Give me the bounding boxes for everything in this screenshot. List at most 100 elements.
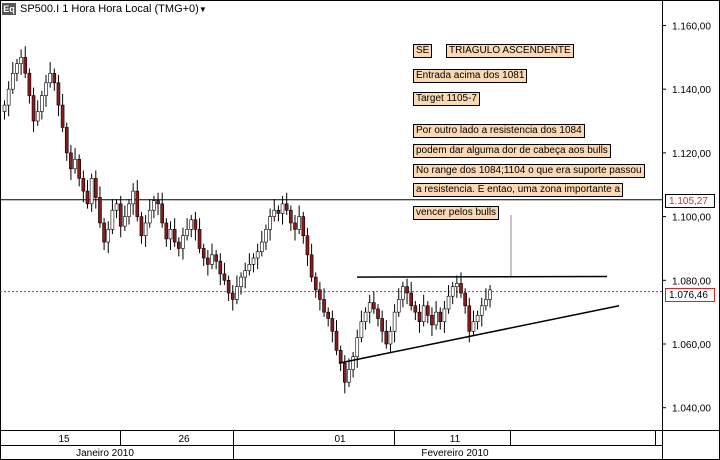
candle-body (2, 104, 7, 112)
candle-body (214, 254, 218, 262)
candle-body (164, 222, 169, 240)
annotation-note-3: No range dos 1084;1104 o que era suporte… (413, 164, 645, 178)
candle-body (210, 254, 214, 265)
candle-body (479, 305, 484, 316)
candle-body (243, 270, 247, 278)
candle-body (326, 311, 331, 319)
candle-body (405, 286, 409, 294)
candle-body (446, 295, 451, 310)
chart-title[interactable]: SP500.I 1 Hora Hora Local (TMG+0)▼ (20, 3, 207, 15)
candle-body (455, 283, 459, 287)
candle-body (206, 257, 210, 265)
candle-body (189, 219, 194, 230)
y-tick-label: 1.140,00 (672, 85, 711, 96)
annotation-note-1: Por outro lado a resistencia dos 1084 (413, 124, 585, 138)
candle-body (106, 229, 111, 243)
candle-body (367, 302, 372, 313)
candle-body (235, 286, 239, 300)
x-day-label: 11 (450, 434, 461, 445)
candle-body (334, 330, 339, 351)
candle-body (40, 95, 44, 112)
candle-body (297, 216, 301, 230)
candle-body (293, 222, 297, 230)
candle-body (280, 203, 285, 214)
x-month-label: Fevereiro 2010 (421, 448, 489, 459)
annotation-note-4: a resistencia. E entao, uma zona importa… (413, 183, 624, 197)
candle-body (388, 330, 393, 345)
y-tick-label: 1.060,00 (672, 340, 711, 351)
candle-body (48, 72, 52, 84)
x-axis-ticks: 15 26 01 11 Janeiro 2010 Fevereiro 2010 (58, 430, 656, 460)
candle-body (23, 57, 28, 74)
candle-body (85, 190, 90, 205)
candle-body (27, 72, 32, 96)
trendlines (338, 275, 620, 364)
candle-body (131, 190, 135, 205)
caret-down-icon[interactable]: ▼ (198, 5, 207, 14)
candle-body (89, 178, 94, 205)
candle-body (396, 299, 401, 313)
candle-body (459, 283, 463, 294)
candle-body (152, 200, 156, 211)
candle-body (305, 235, 310, 256)
candle-body (264, 229, 268, 243)
candle-body (60, 104, 65, 128)
candle-body (372, 302, 376, 310)
candle-body (289, 209, 293, 224)
candle-body (276, 209, 281, 214)
candle-body (309, 254, 314, 278)
candle-body (363, 311, 368, 323)
candle-body (226, 279, 231, 294)
candle-body (413, 305, 418, 313)
candle-body (251, 257, 256, 265)
candle-body (301, 216, 306, 237)
symbol-badge[interactable]: Eq (2, 3, 16, 15)
candle-body (417, 311, 422, 323)
candle-body (376, 308, 380, 319)
candle-body (56, 82, 61, 106)
candle-body (77, 158, 81, 179)
candle-body (438, 311, 443, 323)
candle-body (475, 315, 480, 323)
candle-body (143, 222, 148, 237)
candle-body (218, 260, 223, 275)
annotation-target: Target 1105-7 (413, 92, 480, 106)
candle-body (351, 356, 355, 370)
candle-body (355, 337, 360, 358)
candle-body (201, 248, 206, 259)
candle-body (123, 216, 127, 227)
y-tick-label: 1.080,00 (672, 276, 711, 287)
y-tick-label: 1.160,00 (672, 21, 711, 32)
candle-body (272, 209, 277, 217)
candle-body (185, 229, 189, 237)
candle-body (114, 203, 119, 211)
candle-body (392, 311, 397, 332)
candle-body (69, 152, 73, 170)
candle-body (488, 289, 492, 300)
candle-body (64, 127, 69, 154)
y-axis-ticks: 1.160,00 1.140,00 1.120,00 1.100,00 1.080,00… (662, 21, 711, 415)
annotation-note-2: podem dar alguma dor de cabeça aos bulls (413, 144, 611, 158)
candle-body (330, 318, 335, 332)
candle-body (98, 197, 102, 224)
y-tick-label: 1.120,00 (672, 149, 711, 160)
candle-body (19, 57, 23, 65)
candle-body (172, 229, 177, 243)
y-tick-label: 1.040,00 (672, 404, 711, 415)
candle-body (421, 305, 426, 323)
candle-body (259, 241, 264, 252)
horizontal-levels (0, 199, 662, 293)
support-level-label: 1.105,27 (665, 194, 715, 208)
candle-body (160, 203, 164, 224)
candle-body (467, 305, 472, 332)
candle-body (255, 251, 260, 259)
candle-body (73, 158, 77, 170)
annotation-entry: Entrada acima dos 1081 (413, 69, 528, 83)
candle-body (94, 178, 98, 198)
candle-body (6, 88, 11, 106)
candle-body (44, 82, 48, 96)
candle-body (338, 350, 343, 364)
x-day-label: 26 (178, 434, 190, 445)
candle-body (230, 292, 235, 300)
